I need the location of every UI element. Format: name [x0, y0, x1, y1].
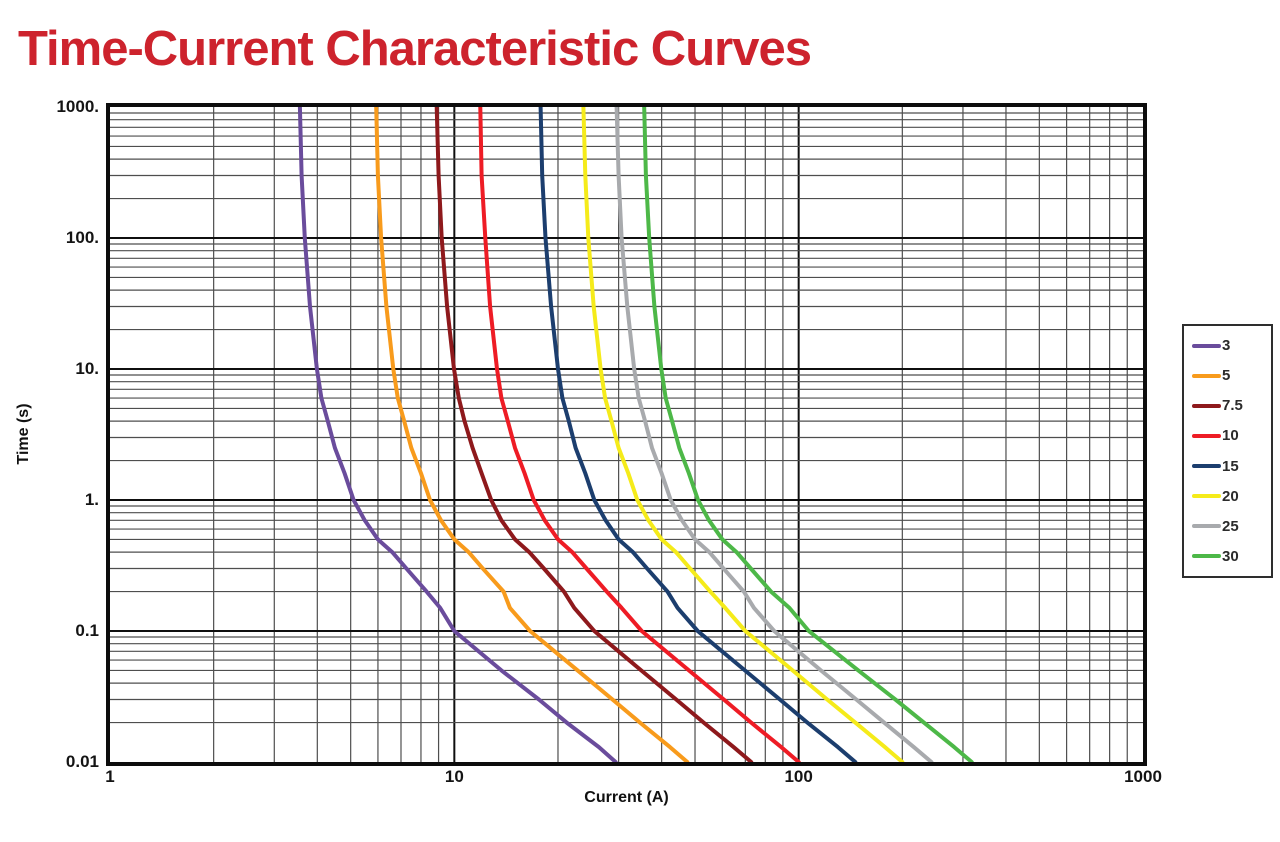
- curve-20: [581, 107, 905, 762]
- curve-10: [478, 107, 801, 762]
- curve-30: [642, 107, 974, 762]
- legend-swatch-20: [1192, 494, 1221, 499]
- legend-item-10: 10: [1192, 428, 1263, 443]
- legend-swatch-5: [1192, 373, 1221, 378]
- plot-svg: [110, 107, 1143, 762]
- y-tick-0.1: 0.1: [75, 621, 99, 640]
- legend-label-3: 3: [1222, 337, 1231, 354]
- x-tick-10: 10: [444, 767, 464, 786]
- x-axis-title: Current (A): [584, 789, 669, 806]
- legend-label-25: 25: [1222, 517, 1239, 535]
- y-axis-title: Time (s): [15, 403, 32, 465]
- chart-title: Time-Current Characteristic Curves: [18, 22, 812, 76]
- legend-label-20: 20: [1222, 487, 1239, 505]
- x-tick-1000: 1000: [1124, 767, 1162, 786]
- curve-5: [374, 107, 690, 762]
- curve-7.5: [434, 107, 754, 762]
- curve-25: [614, 107, 934, 762]
- legend-swatch-7.5: [1192, 403, 1221, 408]
- plot-area: [106, 103, 1147, 766]
- legend-swatch-3: [1192, 343, 1221, 348]
- legend-item-5: 5: [1192, 368, 1263, 383]
- legend-swatch-15: [1192, 464, 1221, 469]
- legend-item-30: 30: [1192, 549, 1263, 564]
- legend-swatch-10: [1192, 433, 1221, 438]
- legend-label-30: 30: [1222, 547, 1239, 565]
- curve-15: [538, 107, 858, 762]
- legend-label-7.5: 7.5: [1222, 397, 1243, 415]
- y-tick-1.: 1.: [84, 490, 99, 509]
- legend-swatch-30: [1192, 554, 1221, 559]
- legend-item-15: 15: [1192, 459, 1263, 474]
- x-tick-1: 1: [105, 767, 115, 786]
- x-tick-100: 100: [784, 767, 813, 786]
- legend-item-25: 25: [1192, 519, 1263, 534]
- legend-item-3: 3: [1192, 338, 1263, 353]
- y-tick-1000.: 1000.: [56, 97, 99, 116]
- legend-swatch-25: [1192, 524, 1221, 529]
- legend-item-20: 20: [1192, 489, 1263, 504]
- legend-label-10: 10: [1222, 427, 1239, 445]
- legend-label-15: 15: [1222, 457, 1239, 475]
- y-tick-0.01: 0.01: [65, 752, 99, 771]
- legend-item-7.5: 7.5: [1192, 398, 1263, 413]
- legend: 3 5 7.5 10 15 20 25 30: [1182, 324, 1273, 578]
- y-tick-100.: 100.: [65, 228, 99, 247]
- legend-label-5: 5: [1222, 367, 1231, 385]
- y-tick-10.: 10.: [75, 359, 99, 378]
- curve-3: [297, 107, 618, 762]
